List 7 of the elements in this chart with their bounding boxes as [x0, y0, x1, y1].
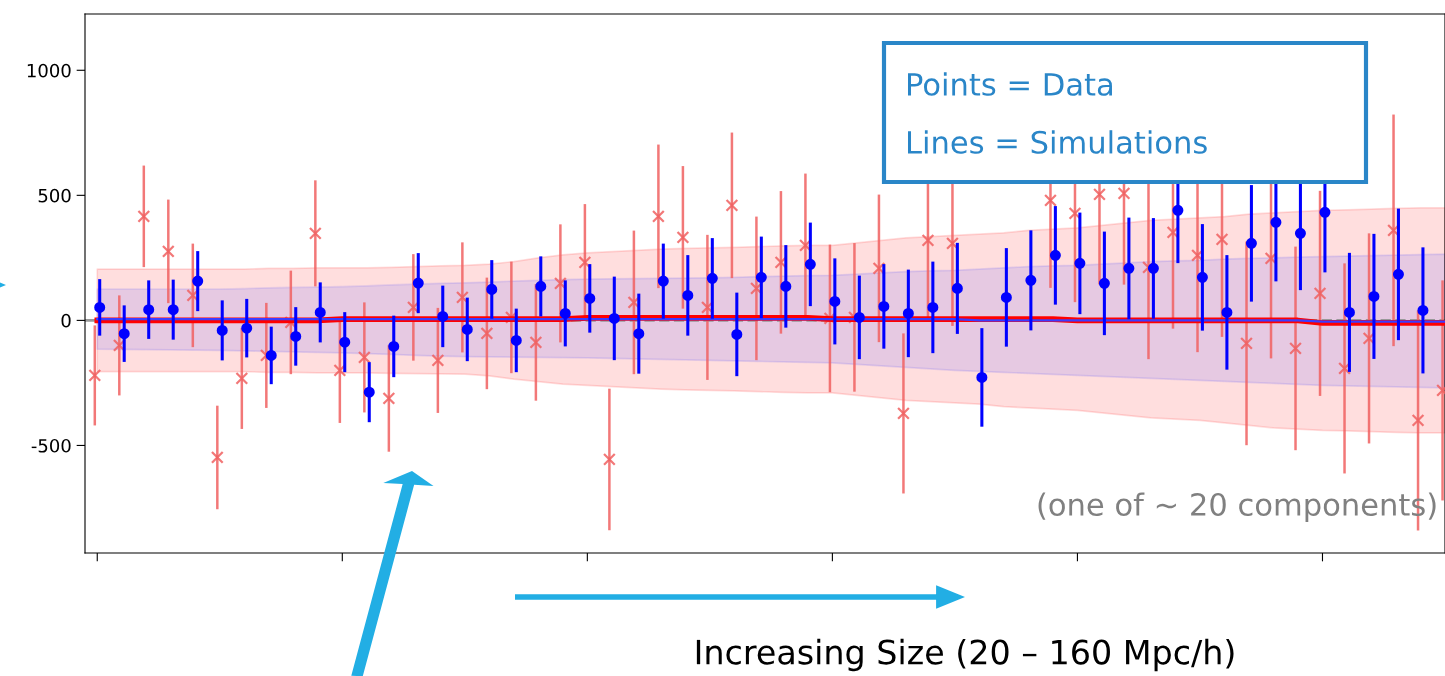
y-tick-label: 0 — [61, 313, 71, 328]
y-tick-label: 1000 — [27, 63, 71, 78]
annotation: Lines = Simulations — [908, 130, 1207, 154]
text: Increasing Size (20 – 160 Mpc/h) — [696, 638, 1234, 672]
y-tick-label: 500 — [38, 188, 71, 203]
annotation: Points = Data — [908, 72, 1112, 96]
y-tick-label: -500 — [31, 438, 71, 453]
